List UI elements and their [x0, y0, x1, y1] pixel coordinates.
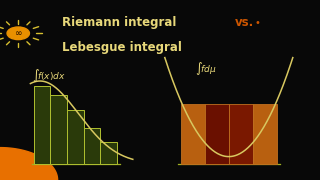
Text: $\int\! f(x)dx$: $\int\! f(x)dx$ [32, 67, 66, 84]
Circle shape [7, 27, 29, 40]
Text: Riemann integral: Riemann integral [62, 16, 177, 29]
Bar [84, 128, 100, 164]
Bar [181, 104, 205, 164]
Polygon shape [0, 148, 58, 180]
Text: Lebesgue integral: Lebesgue integral [62, 41, 182, 54]
Bar [34, 86, 50, 164]
Bar [205, 104, 229, 164]
Bar [100, 142, 117, 164]
Text: $\infty$: $\infty$ [14, 29, 22, 38]
Bar [67, 110, 84, 164]
Bar [253, 104, 277, 164]
Bar [50, 95, 67, 164]
Text: vs.: vs. [235, 16, 254, 29]
Bar [229, 104, 253, 164]
Text: •: • [254, 18, 260, 28]
Text: $\int\! fd\mu$: $\int\! fd\mu$ [195, 60, 217, 77]
